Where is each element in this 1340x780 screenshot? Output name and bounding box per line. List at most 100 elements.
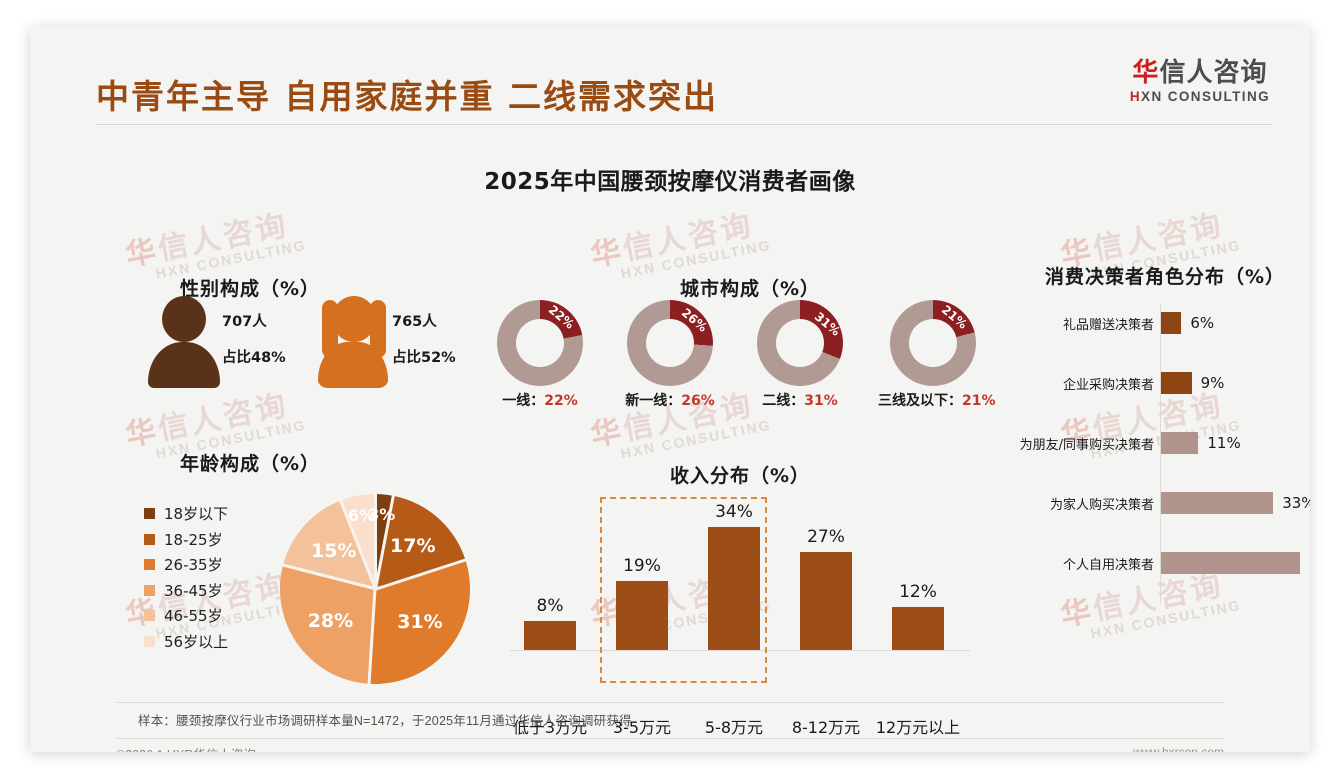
male-count: 707人 (222, 314, 267, 330)
watermark-cn-rest: 信人咨询 (620, 208, 757, 267)
legend-swatch (144, 610, 155, 622)
income-baseline (510, 650, 970, 651)
role-bar-chart: 礼品赠送决策者 6% 企业采购决策者 9% 为朋友/同事购买决策者 11% 为家人购买决策者… (1020, 254, 1310, 634)
logo-en-red: H (1129, 88, 1142, 104)
donut-ring: 26% (627, 300, 713, 386)
role-axis-line (1160, 304, 1161, 604)
donut-value: 31% (812, 309, 844, 339)
role-bar-value: 41% (1309, 554, 1310, 572)
role-bar (1161, 552, 1301, 574)
legend-swatch (144, 533, 155, 545)
female-count: 765人 (392, 314, 437, 330)
legend-item: 18-25岁 (144, 527, 228, 553)
legend-item: 26-35岁 (144, 552, 228, 578)
watermark-cn-rest: 信人咨询 (155, 388, 292, 447)
income-bar-value: 8% (536, 596, 564, 616)
donut-value: 22% (546, 302, 578, 332)
income-highlight-box (600, 497, 767, 683)
legend-label: 36-45岁 (164, 581, 223, 600)
pie-slice-value: 17% (390, 534, 436, 557)
donut-caption: 一线：22% (485, 390, 595, 410)
legend-label: 26-35岁 (164, 556, 223, 575)
income-bar-value: 34% (715, 501, 753, 522)
income-plot-area: 8% 低于3万元 19% 3-5万元 34% 5-8万元 27% 8-12万元 12% 12万元以… (500, 502, 980, 737)
pie-slice-value: 3% (368, 505, 396, 525)
watermark-cn-red: 华 (588, 414, 627, 453)
donut-item: 22% 一线：22% (485, 300, 595, 410)
income-bar (892, 606, 944, 650)
pie-slice-value: 6% (347, 506, 376, 526)
role-label: 企业采购决策者 (1062, 378, 1154, 393)
female-share: 占比52% (392, 350, 456, 366)
role-bar (1161, 492, 1274, 514)
income-bar-chart: 8% 低于3万元 19% 3-5万元 34% 5-8万元 27% 8-12万元 12% 12万元以… (490, 451, 990, 737)
role-bar (1161, 432, 1199, 454)
donut-ring: 22% (497, 300, 583, 386)
female-avatar-icon (318, 296, 390, 388)
donut-caption-text: 三线及以下： (878, 393, 962, 409)
role-section-title: 消费决策者角色分布（%） (1044, 266, 1286, 288)
legend-swatch (144, 635, 155, 647)
sample-note: 样本：腰颈按摩仪行业市场调研样本量N=1472，于2025年11月通过华信人咨询… (138, 714, 632, 728)
donut-item: 31% 二线：31% (745, 300, 855, 410)
legend-swatch (144, 508, 155, 520)
footer-divider-top (116, 702, 1224, 703)
income-bar-label: 3-5万元 (612, 718, 672, 737)
donut-caption: 二线：31% (745, 390, 855, 410)
age-pie: 3% 17% 31% 28% 15% 6% (280, 494, 470, 684)
income-bar (616, 581, 668, 650)
legend-swatch (144, 584, 155, 596)
donut-caption: 新一线：26% (615, 390, 725, 410)
legend-label: 18岁以下 (164, 505, 229, 524)
pie-slice-value: 28% (307, 609, 354, 632)
income-bar-value: 19% (623, 556, 661, 577)
donut-value: 26% (679, 305, 711, 335)
role-row: 为家人购买决策者 33% (1020, 492, 1310, 514)
donut-item: 21% 三线及以下：21% (878, 300, 996, 410)
city-donut-chart: 22% 一线：22% 26% 新一线：26% 31% 二线：31% 21% 三线… (470, 266, 1030, 409)
role-label: 礼品赠送决策者 (1062, 318, 1154, 333)
donut-caption-text: 二线： (762, 393, 805, 409)
role-row: 礼品赠送决策者 6% (1020, 312, 1310, 334)
watermark-cn-rest: 信人咨询 (155, 208, 292, 267)
legend-label: 18-25岁 (164, 530, 223, 549)
copyright-text: ©2026.1 HXR华信人咨询 (116, 744, 256, 752)
income-bar-label: 低于3万元 (512, 718, 588, 737)
donut-caption: 三线及以下：21% (878, 390, 996, 410)
income-bar (708, 526, 760, 650)
income-bar (800, 552, 852, 650)
income-bar-label: 8-12万元 (791, 718, 861, 737)
role-bar-value: 6% (1190, 314, 1215, 332)
chart-subtitle: 2025年中国腰颈按摩仪消费者画像 (484, 169, 856, 195)
legend-item: 36-45岁 (144, 578, 228, 604)
slide-canvas: 华信人咨询 HXN CONSULTING 华信人咨询 HXN CONSULTIN… (30, 26, 1310, 752)
donut-value: 21% (938, 302, 970, 332)
role-row: 个人自用决策者 41% (1020, 552, 1310, 574)
donut-caption-value: 31% (804, 393, 838, 409)
role-label: 个人自用决策者 (1062, 558, 1154, 573)
gender-section-title: 性别构成（%） (179, 278, 321, 300)
legend-item: 46-55岁 (144, 603, 228, 629)
legend-item: 18岁以下 (144, 501, 228, 527)
website-url: www.hxrcon.com (1133, 745, 1224, 752)
footer-divider-bottom (116, 738, 1224, 739)
role-label: 为家人购买决策者 (1049, 498, 1154, 513)
income-bar-label: 12万元以上 (875, 718, 961, 737)
donut-caption-text: 一线： (502, 393, 545, 409)
header-divider (96, 124, 1272, 125)
legend-label: 46-55岁 (164, 607, 223, 626)
role-bar (1161, 312, 1182, 334)
city-section-title: 城市构成（%） (679, 278, 821, 300)
age-pie-chart: 18岁以下 18-25岁 26-35岁 36-45岁 46-55岁 56岁以上 3% 17%… (100, 441, 500, 701)
logo-cn-red: 华 (1132, 57, 1160, 87)
donut-caption-value: 26% (681, 393, 715, 409)
pie-slice-value: 31% (397, 611, 443, 634)
pie-separator (374, 494, 377, 589)
income-bar (524, 621, 576, 650)
income-bar-value: 12% (899, 581, 937, 602)
role-label: 为朋友/同事购买决策者 (1019, 438, 1154, 453)
logo-en-rest: XN CONSULTING (1141, 88, 1270, 104)
age-section-title: 年龄构成（%） (179, 453, 321, 475)
legend-item: 56岁以上 (144, 629, 228, 655)
logo-cn-rest: 信人咨询 (1159, 57, 1268, 87)
